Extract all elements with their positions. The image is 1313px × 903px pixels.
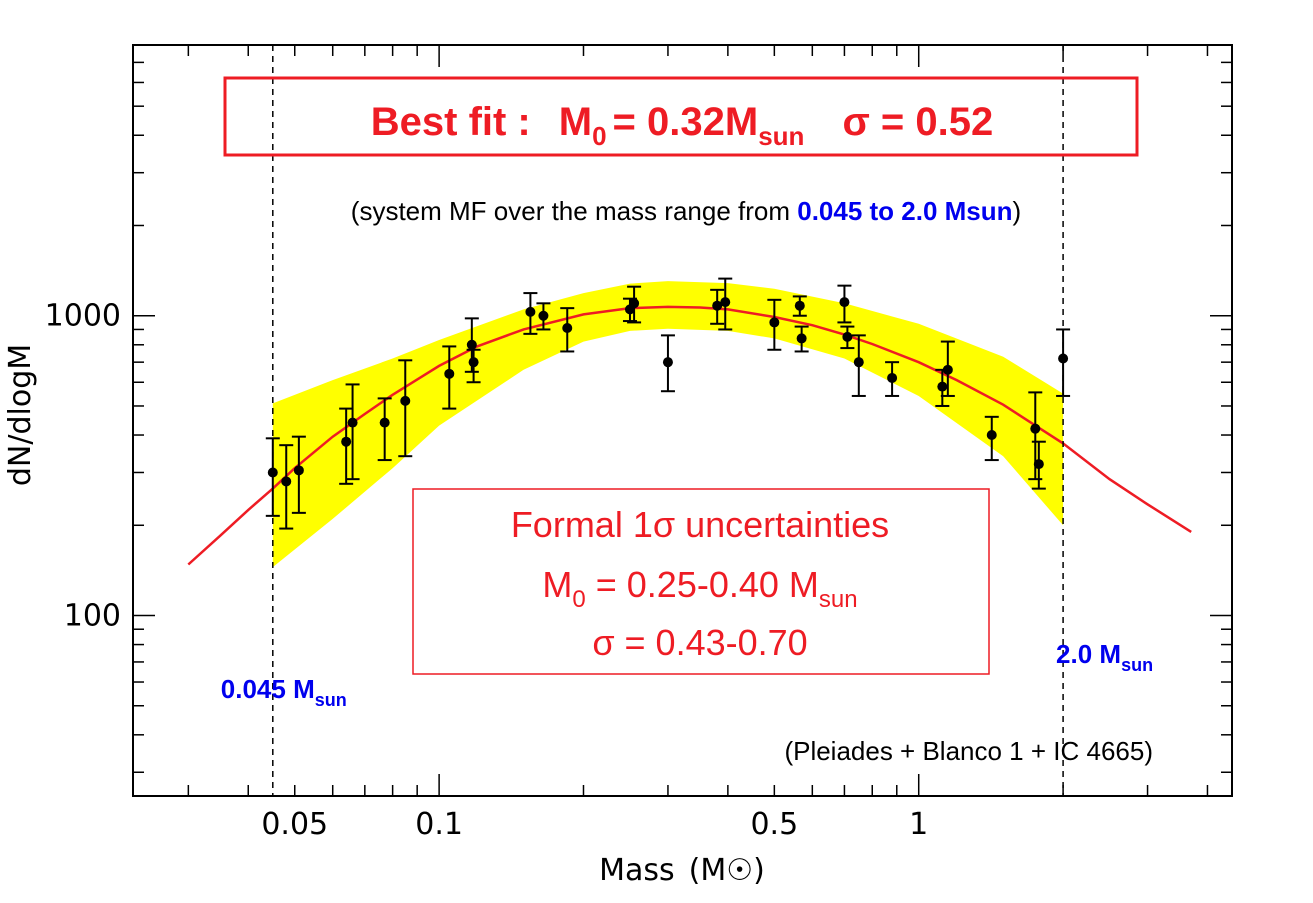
data-marker <box>712 300 723 311</box>
source-note: (Pleiades + Blanco 1 + IC 4665) <box>784 736 1153 766</box>
data-marker <box>379 417 390 428</box>
data-marker <box>525 306 536 317</box>
data-marker <box>293 465 304 476</box>
data-marker <box>267 467 278 478</box>
data-point <box>840 325 855 350</box>
uncertainty-band <box>272 281 1064 568</box>
data-marker <box>466 339 477 350</box>
plot-frame <box>132 44 1233 797</box>
data-point <box>279 444 294 530</box>
y-tick-label: 100 <box>64 599 121 634</box>
data-marker <box>986 430 997 441</box>
data-marker <box>281 476 292 487</box>
data-marker <box>468 357 479 368</box>
uncertainty-line-2: M0 = 0.25-0.40 Msun <box>542 564 857 613</box>
data-marker <box>662 357 673 368</box>
data-marker <box>853 357 864 368</box>
mass-range-note: (system MF over the mass range from 0.04… <box>351 196 1021 226</box>
data-point <box>794 325 809 353</box>
data-marker <box>1058 353 1069 364</box>
data-point <box>442 345 457 410</box>
data-point <box>291 435 306 514</box>
data-marker <box>769 317 780 328</box>
data-marker <box>562 323 573 334</box>
uncertainty-box <box>412 488 990 675</box>
data-marker <box>839 297 850 308</box>
data-point <box>339 407 354 485</box>
y-tick-label: 1000 <box>45 299 121 334</box>
uncertainty-band-layer <box>272 281 1064 568</box>
fit-curve <box>187 305 1192 566</box>
data-point <box>767 298 782 351</box>
data-point <box>523 292 538 335</box>
reference-lines-layer: 0.045 Msun 2.0 Msun <box>221 45 1153 796</box>
data-point <box>851 334 866 397</box>
data-point <box>837 284 852 324</box>
data-point <box>660 334 675 393</box>
best-fit-text: Best fit : M0 = 0.32Msun σ = 0.52 <box>371 100 994 151</box>
data-point <box>345 383 360 481</box>
data-marker <box>942 364 953 375</box>
data-marker <box>937 381 948 392</box>
x-tick-label: 1 <box>909 807 928 842</box>
x-tick-label: 0.05 <box>261 807 328 842</box>
data-point <box>536 302 551 331</box>
axes-layer: 100 1000 0.05 0.1 0.5 1 <box>45 44 1233 842</box>
data-marker <box>794 300 805 311</box>
data-marker <box>1033 459 1044 470</box>
x-axis-label: Mass (M☉) <box>599 853 765 888</box>
y-axis-label: dN/dlogM <box>3 344 38 486</box>
data-marker <box>347 417 358 428</box>
data-marker <box>629 298 640 309</box>
data-point <box>792 295 807 317</box>
data-marker <box>887 372 898 383</box>
data-marker <box>842 331 853 342</box>
data-points-layer <box>265 277 1071 530</box>
reference-line-label: 0.045 Msun <box>221 674 347 710</box>
data-marker <box>538 310 549 321</box>
uncertainty-line-3: σ = 0.43-0.70 <box>592 622 807 663</box>
data-marker <box>1030 423 1041 434</box>
data-marker <box>400 395 411 406</box>
data-marker <box>796 333 807 344</box>
data-marker <box>720 297 731 308</box>
data-point <box>627 285 642 324</box>
x-tick-label: 0.1 <box>415 807 463 842</box>
data-point <box>940 340 955 397</box>
data-point <box>377 397 392 462</box>
best-fit-box <box>223 76 1139 157</box>
data-point <box>984 415 999 462</box>
x-tick-label: 0.5 <box>750 807 798 842</box>
data-marker <box>341 436 352 447</box>
data-point <box>710 288 725 325</box>
data-point <box>1056 328 1071 397</box>
data-point <box>885 361 900 397</box>
uncertainty-line-1: Formal 1σ uncertainties <box>511 504 889 545</box>
data-point <box>560 307 575 353</box>
data-point <box>466 348 481 384</box>
data-point <box>935 368 950 407</box>
data-point <box>718 277 733 331</box>
data-point <box>398 359 413 458</box>
data-point <box>265 437 280 517</box>
data-marker <box>444 368 455 379</box>
reference-line-label: 2.0 Msun <box>1056 639 1153 675</box>
fit-curve-layer <box>187 305 1192 566</box>
data-point <box>1031 440 1046 490</box>
